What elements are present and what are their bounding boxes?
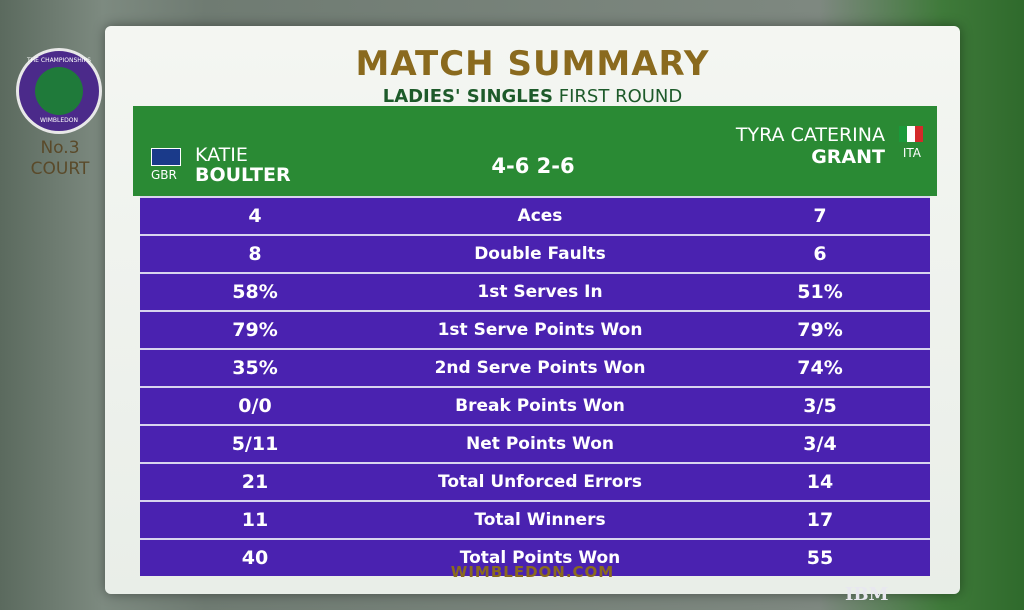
flag-gbr	[151, 148, 181, 166]
right-last: GRANT	[811, 146, 885, 168]
stat-row: 21 Total Unforced Errors 14	[140, 462, 930, 500]
right-value: 7	[813, 205, 827, 227]
stat-label: Double Faults	[474, 244, 606, 264]
stats-table: 4 Aces 7 8 Double Faults 6 58% 1st Serves In 51%…	[140, 196, 930, 576]
right-value: 3/5	[803, 395, 837, 417]
stat-row: 58% 1st Serves In 51%	[140, 272, 930, 310]
flag-ita	[899, 126, 923, 142]
left-first: KATIE	[195, 144, 248, 166]
left-value: 8	[248, 243, 262, 265]
stat-label: 1st Serves In	[477, 282, 603, 302]
player-header: GBR KATIE BOULTER 4-6 2-6 TYRA CATERINA …	[133, 106, 937, 196]
right-value: 55	[806, 547, 834, 569]
right-value: 3/4	[803, 433, 837, 455]
stat-label: 2nd Serve Points Won	[434, 358, 646, 378]
left-value: 11	[241, 509, 269, 531]
right-value: 74%	[797, 357, 843, 379]
logo-top: THE CHAMPIONSHIPS	[27, 57, 91, 64]
left-value: 4	[248, 205, 262, 227]
right-value: 14	[806, 471, 834, 493]
logo-bottom: WIMBLEDON	[40, 117, 78, 124]
stat-row: 8 Double Faults 6	[140, 234, 930, 272]
right-value: 6	[813, 243, 827, 265]
right-value: 79%	[797, 319, 843, 341]
footer-site: WIMBLEDON.COM	[450, 563, 615, 581]
left-country: GBR	[151, 168, 177, 182]
court-number: No.3	[40, 138, 80, 158]
left-value: 21	[241, 471, 269, 493]
stat-label: Total Points Won	[459, 548, 621, 568]
stat-label: Net Points Won	[466, 434, 614, 454]
left-value: 79%	[232, 319, 278, 341]
stat-row: 5/11 Net Points Won 3/4	[140, 424, 930, 462]
right-country: ITA	[902, 146, 921, 160]
sponsor: IBM	[845, 584, 889, 605]
stat-row: 40 Total Points Won 55	[140, 538, 930, 576]
left-last: BOULTER	[195, 164, 291, 186]
stat-row: 35% 2nd Serve Points Won 74%	[140, 348, 930, 386]
logo-emblem	[35, 67, 83, 115]
logo: THE CHAMPIONSHIPS WIMBLEDON	[16, 48, 102, 134]
stat-label: Break Points Won	[455, 396, 625, 416]
right-first: TYRA CATERINA	[735, 124, 885, 146]
score: 4-6 2-6	[491, 154, 575, 178]
stat-label: 1st Serve Points Won	[437, 320, 643, 340]
right-value: 51%	[797, 281, 843, 303]
left-value: 35%	[232, 357, 278, 379]
stat-label: Total Winners	[474, 510, 606, 530]
stat-label: Total Unforced Errors	[438, 472, 642, 492]
left-value: 5/11	[231, 433, 279, 455]
stat-row: 11 Total Winners 17	[140, 500, 930, 538]
stat-row: 79% 1st Serve Points Won 79%	[140, 310, 930, 348]
left-value: 0/0	[238, 395, 272, 417]
stat-row: 4 Aces 7	[140, 196, 930, 234]
court-word: COURT	[30, 159, 90, 179]
left-value: 40	[241, 547, 269, 569]
round: FIRST ROUND	[558, 86, 683, 107]
left-value: 58%	[232, 281, 278, 303]
event: LADIES' SINGLES	[382, 86, 554, 107]
title: MATCH SUMMARY	[355, 44, 710, 84]
right-value: 17	[806, 509, 834, 531]
subtitle: LADIES' SINGLES FIRST ROUND	[105, 86, 960, 107]
stat-label: Aces	[517, 206, 563, 226]
stat-row: 0/0 Break Points Won 3/5	[140, 386, 930, 424]
court: No.3 COURT	[20, 138, 100, 180]
